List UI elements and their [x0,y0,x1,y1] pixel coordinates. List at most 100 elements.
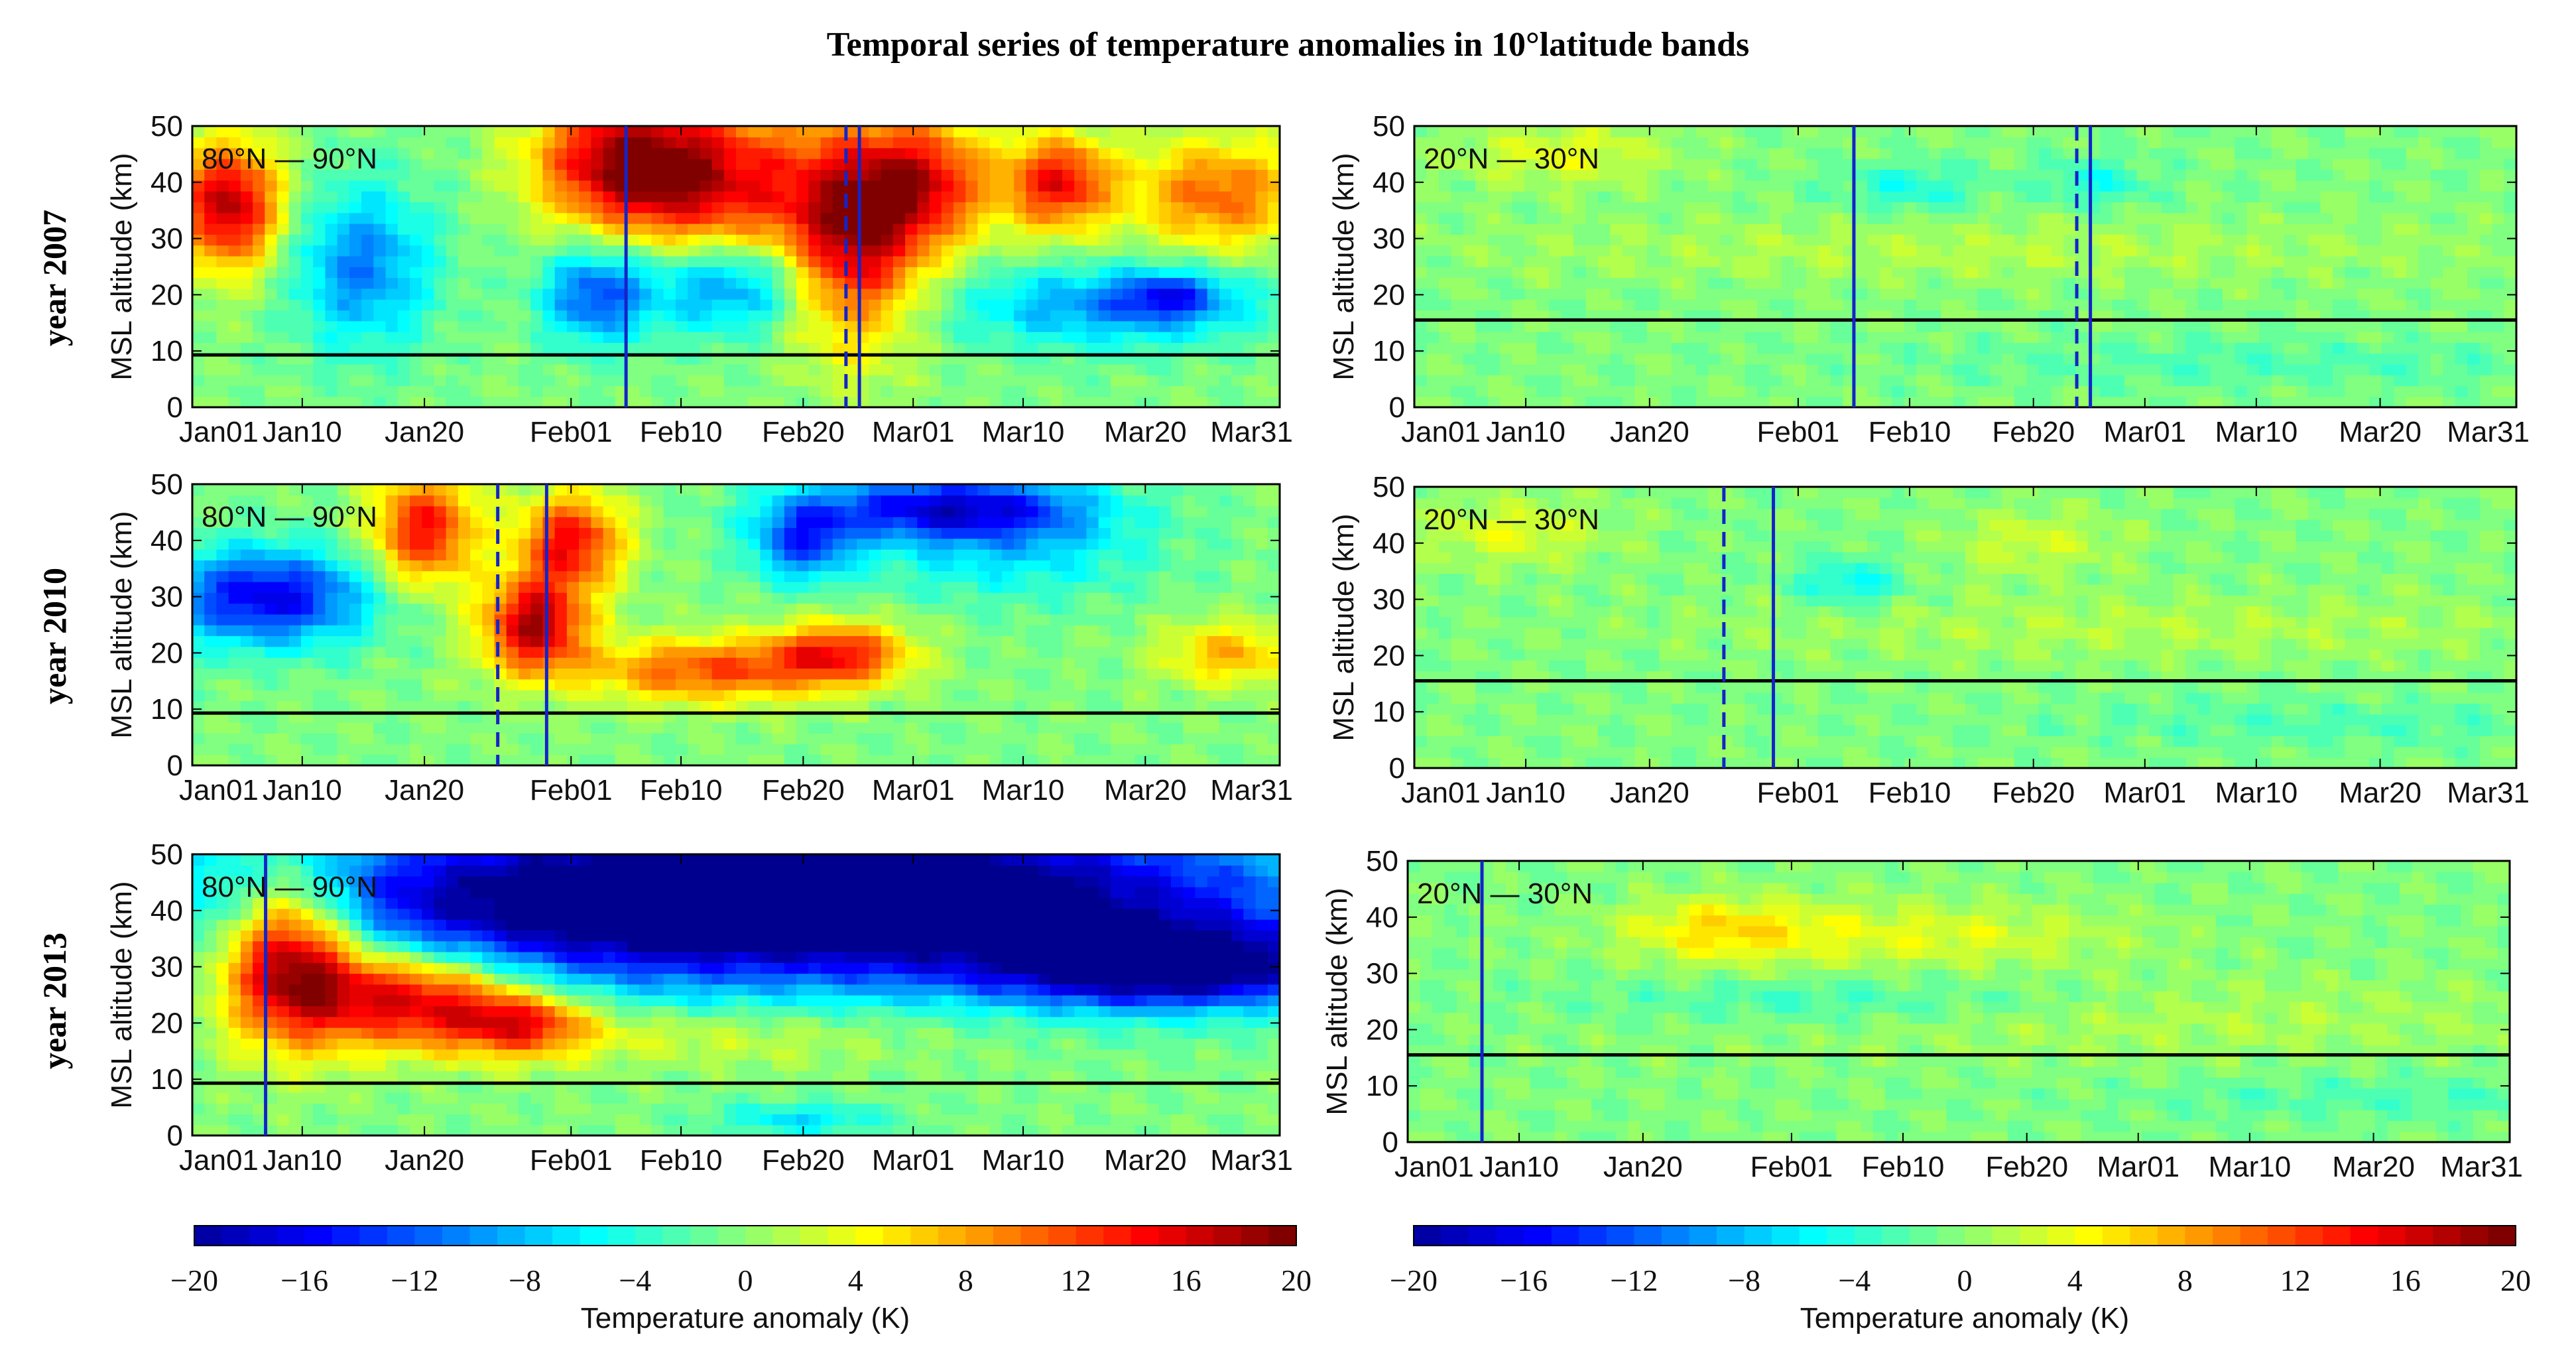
heatmap-cell [1014,277,1027,289]
heatmap-cell [240,754,253,766]
heatmap-cell [784,223,797,235]
heatmap-cell [2173,126,2187,138]
heatmap-cell [1928,331,1941,343]
heatmap-cell [748,342,761,354]
heatmap-cell [1062,277,1075,289]
heatmap-cell [265,298,278,311]
heatmap-cell [711,223,725,235]
heatmap-cell [1171,126,1184,138]
heatmap-cell [1414,267,1428,279]
heatmap-cell [989,277,1003,289]
heatmap-cell [1867,288,1880,300]
heatmap-cell [881,298,894,311]
heatmap-cell [1989,363,2003,375]
heatmap-cell [2308,190,2321,202]
heatmap-cell [2197,375,2211,387]
heatmap-cell [1671,255,1685,267]
heatmap-cell [228,570,241,582]
heatmap-cell [832,202,845,214]
heatmap-cell [905,212,918,224]
heatmap-cell [2014,202,2028,214]
heatmap-cell [313,342,326,354]
heatmap-cell [772,245,785,257]
heatmap-cell [1475,137,1489,149]
heatmap-cell [301,331,314,343]
heatmap-cell [1414,363,1428,375]
heatmap-cell [2296,342,2309,354]
heatmap-cell [276,255,290,267]
heatmap-cell [1158,375,1172,387]
heatmap-cell [2222,245,2236,257]
heatmap-cell [2038,212,2052,224]
heatmap-cell [2185,212,2199,224]
heatmap-cell [700,126,713,138]
heatmap-cell [2357,385,2370,397]
heatmap-cell [373,190,387,202]
heatmap-cell [1062,169,1075,181]
heatmap-cell [711,385,725,397]
heatmap-cell [1123,190,1136,202]
heatmap-cell [1830,363,1844,375]
heatmap-cell [591,255,604,267]
heatmap-cell [1928,202,1941,214]
heatmap-cell [204,320,217,332]
heatmap-cell [1659,363,1672,375]
heatmap-cell [639,180,652,192]
heatmap-cell [2467,363,2481,375]
heatmap-cell [1146,169,1160,181]
heatmap-cell [1830,202,1844,214]
heatmap-cell [820,190,833,202]
heatmap-cell [1989,267,2003,279]
heatmap-cell [216,310,229,322]
heatmap-cell [2345,234,2358,246]
heatmap-cell [301,158,314,170]
heatmap-cell [1098,310,1111,322]
heatmap-cell [1195,126,1208,138]
heatmap-cell [2246,375,2260,387]
heatmap-cell [2418,255,2431,267]
heatmap-cell [845,288,858,300]
heatmap-cell [2467,320,2481,332]
heatmap-cell [2467,126,2481,138]
heatmap-cell [1001,158,1014,170]
heatmap-cell [542,277,556,289]
heatmap-cell [2124,147,2138,159]
heatmap-cell [1916,223,1930,235]
heatmap-cell [1904,169,1917,181]
heatmap-cell [2430,245,2443,257]
heatmap-cell [519,147,532,159]
heatmap-cell [2333,298,2346,311]
heatmap-cell [1684,385,1697,397]
heatmap-cell [458,298,471,311]
heatmap-cell [434,385,447,397]
heatmap-cell [1794,331,1807,343]
heatmap-cell [2210,212,2223,224]
heatmap-cell [1769,320,1782,332]
heatmap-cell [2296,212,2309,224]
heatmap-cell [1512,169,1525,181]
heatmap-cell [1475,190,1489,202]
heatmap-cell [603,158,616,170]
heatmap-cell [542,158,556,170]
heatmap-cell [688,255,701,267]
heatmap-cell [1487,375,1501,387]
heatmap-cell [446,223,459,235]
heatmap-cell [337,375,350,387]
heatmap-cell [2504,331,2517,343]
heatmap-cell [688,363,701,375]
heatmap-cell [530,331,544,343]
heatmap-cell [2394,331,2407,343]
heatmap-cell [2418,223,2431,235]
heatmap-cell [2320,288,2333,300]
heatmap-cell [410,255,423,267]
heatmap-cell [1904,277,1917,289]
heatmap-cell [1769,223,1782,235]
heatmap-cell [2161,320,2174,332]
heatmap-cell [2161,298,2174,311]
heatmap-cell [1684,267,1697,279]
heatmap-cell [1195,320,1208,332]
heatmap-cell [1769,212,1782,224]
heatmap-cell [675,288,688,300]
heatmap-cell [1916,353,1930,365]
